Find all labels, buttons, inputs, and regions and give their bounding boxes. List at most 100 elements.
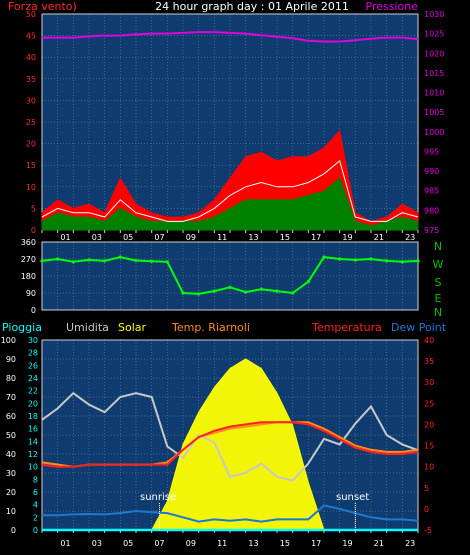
direction-point [197,292,201,296]
x-tick-label: 17 [311,539,321,548]
wind-average-area [41,177,419,231]
direction-label-w: W [433,258,444,271]
legend-temp-riarnoli: Temp. Riarnoli [171,321,250,334]
temperature-y-tick: 15 [424,442,434,451]
direction-point [275,289,279,293]
direction-point [259,287,263,291]
direction-y-tick: 270 [21,255,36,264]
humidity-y-tick: 60 [6,412,16,421]
rain-y-tick: 4 [33,501,38,510]
chart-title: 24 hour graph day : 01 Aprile 2011 [155,0,349,13]
x-tick-label: 09 [186,233,196,242]
x-tick-label: 05 [123,539,133,548]
x-tick-label: 21 [374,233,384,242]
x-tick-label: 07 [154,233,164,242]
direction-label-s: S [435,276,442,289]
pressure-y-tick: 1000 [424,128,444,137]
x-tick-label: 15 [280,233,290,242]
direction-label-n2: N [434,306,442,319]
rain-y-tick: 12 [28,450,38,459]
wind-y-tick: 15 [26,161,36,170]
direction-point [291,291,295,295]
direction-y-tick: 90 [26,289,36,298]
direction-frame [41,241,419,311]
humidity-y-tick: 0 [11,526,16,535]
rain-y-tick: 26 [28,361,38,370]
rain-y-tick: 2 [33,513,38,522]
humidity-y-tick: 80 [6,374,16,383]
x-tick-label: 01 [60,539,70,548]
direction-point [87,258,91,262]
x-tick-label: 23 [405,539,415,548]
x-tick-label: 03 [92,539,102,548]
wind-y-tick: 45 [26,32,36,41]
wind-y-tick: 30 [26,96,36,105]
x-tick-label: 13 [248,539,258,548]
pressure-line [42,31,419,43]
humidity-y-tick: 70 [6,393,16,402]
humidity-line [41,391,419,482]
direction-point [71,260,75,264]
direction-y-tick: 0 [31,306,36,315]
direction-point [416,259,420,263]
wind-line [41,160,419,222]
direction-point [103,259,107,263]
x-tick-label: 05 [123,233,133,242]
wind-y-tick: 20 [26,140,36,149]
direction-point [118,255,122,259]
direction-point [369,257,373,261]
rain-y-tick: 30 [28,336,38,345]
direction-label-e: E [435,292,442,305]
direction-point [228,285,232,289]
x-tick-label: 23 [405,233,415,242]
x-tick-label: 03 [92,233,102,242]
pressure-y-tick: 985 [424,187,439,196]
x-tick-label: 01 [60,233,70,242]
humidity-y-tick: 90 [6,355,16,364]
humidity-y-tick: 10 [6,507,16,516]
temperature-y-tick: 5 [424,484,429,493]
rain-y-tick: 0 [33,526,38,535]
x-tick-label: 21 [374,539,384,548]
direction-point [322,255,326,259]
wind-y-tick: 10 [26,183,36,192]
temperature-chart: 0102030405060708090100024681012141618202… [1,336,434,548]
rain-y-tick: 10 [28,463,38,472]
pressure-y-tick: 980 [424,206,439,215]
direction-point [338,257,342,261]
pressure-y-tick: 1015 [424,69,444,78]
rain-y-tick: 14 [28,437,38,446]
x-tick-label: 15 [280,539,290,548]
direction-point [181,291,185,295]
legend-temperature: Temperatura [311,321,382,334]
x-tick-label: 11 [217,539,227,548]
sunset-label: sunset [336,492,369,503]
temperature-y-tick: 10 [424,463,434,472]
rain-y-tick: 6 [33,488,38,497]
pressure-y-tick: 1005 [424,108,444,117]
wind-y-tick: 25 [26,118,36,127]
temperature-y-tick: -5 [424,526,432,535]
humidity-y-tick: 100 [1,336,16,345]
x-tick-label: 17 [311,233,321,242]
direction-point [400,260,404,264]
x-tick-label: 19 [342,233,352,242]
direction-point [150,259,154,263]
wind-y-tick: 50 [26,10,36,19]
x-tick-label: 13 [248,233,258,242]
rain-y-tick: 28 [28,349,38,358]
x-tick-label: 07 [154,539,164,548]
rain-y-tick: 20 [28,399,38,408]
legend-dewpoint: Dew Point [391,321,447,334]
direction-point [306,280,310,284]
direction-point [165,260,169,264]
direction-point [212,289,216,293]
pressure-y-tick: 990 [424,167,439,176]
legend-solar: Solar [118,321,147,334]
temperature-y-tick: 35 [424,357,434,366]
direction-point [244,290,248,294]
temperature-y-tick: 40 [424,336,434,345]
rain-y-tick: 16 [28,425,38,434]
wind-y-tick: 35 [26,75,36,84]
